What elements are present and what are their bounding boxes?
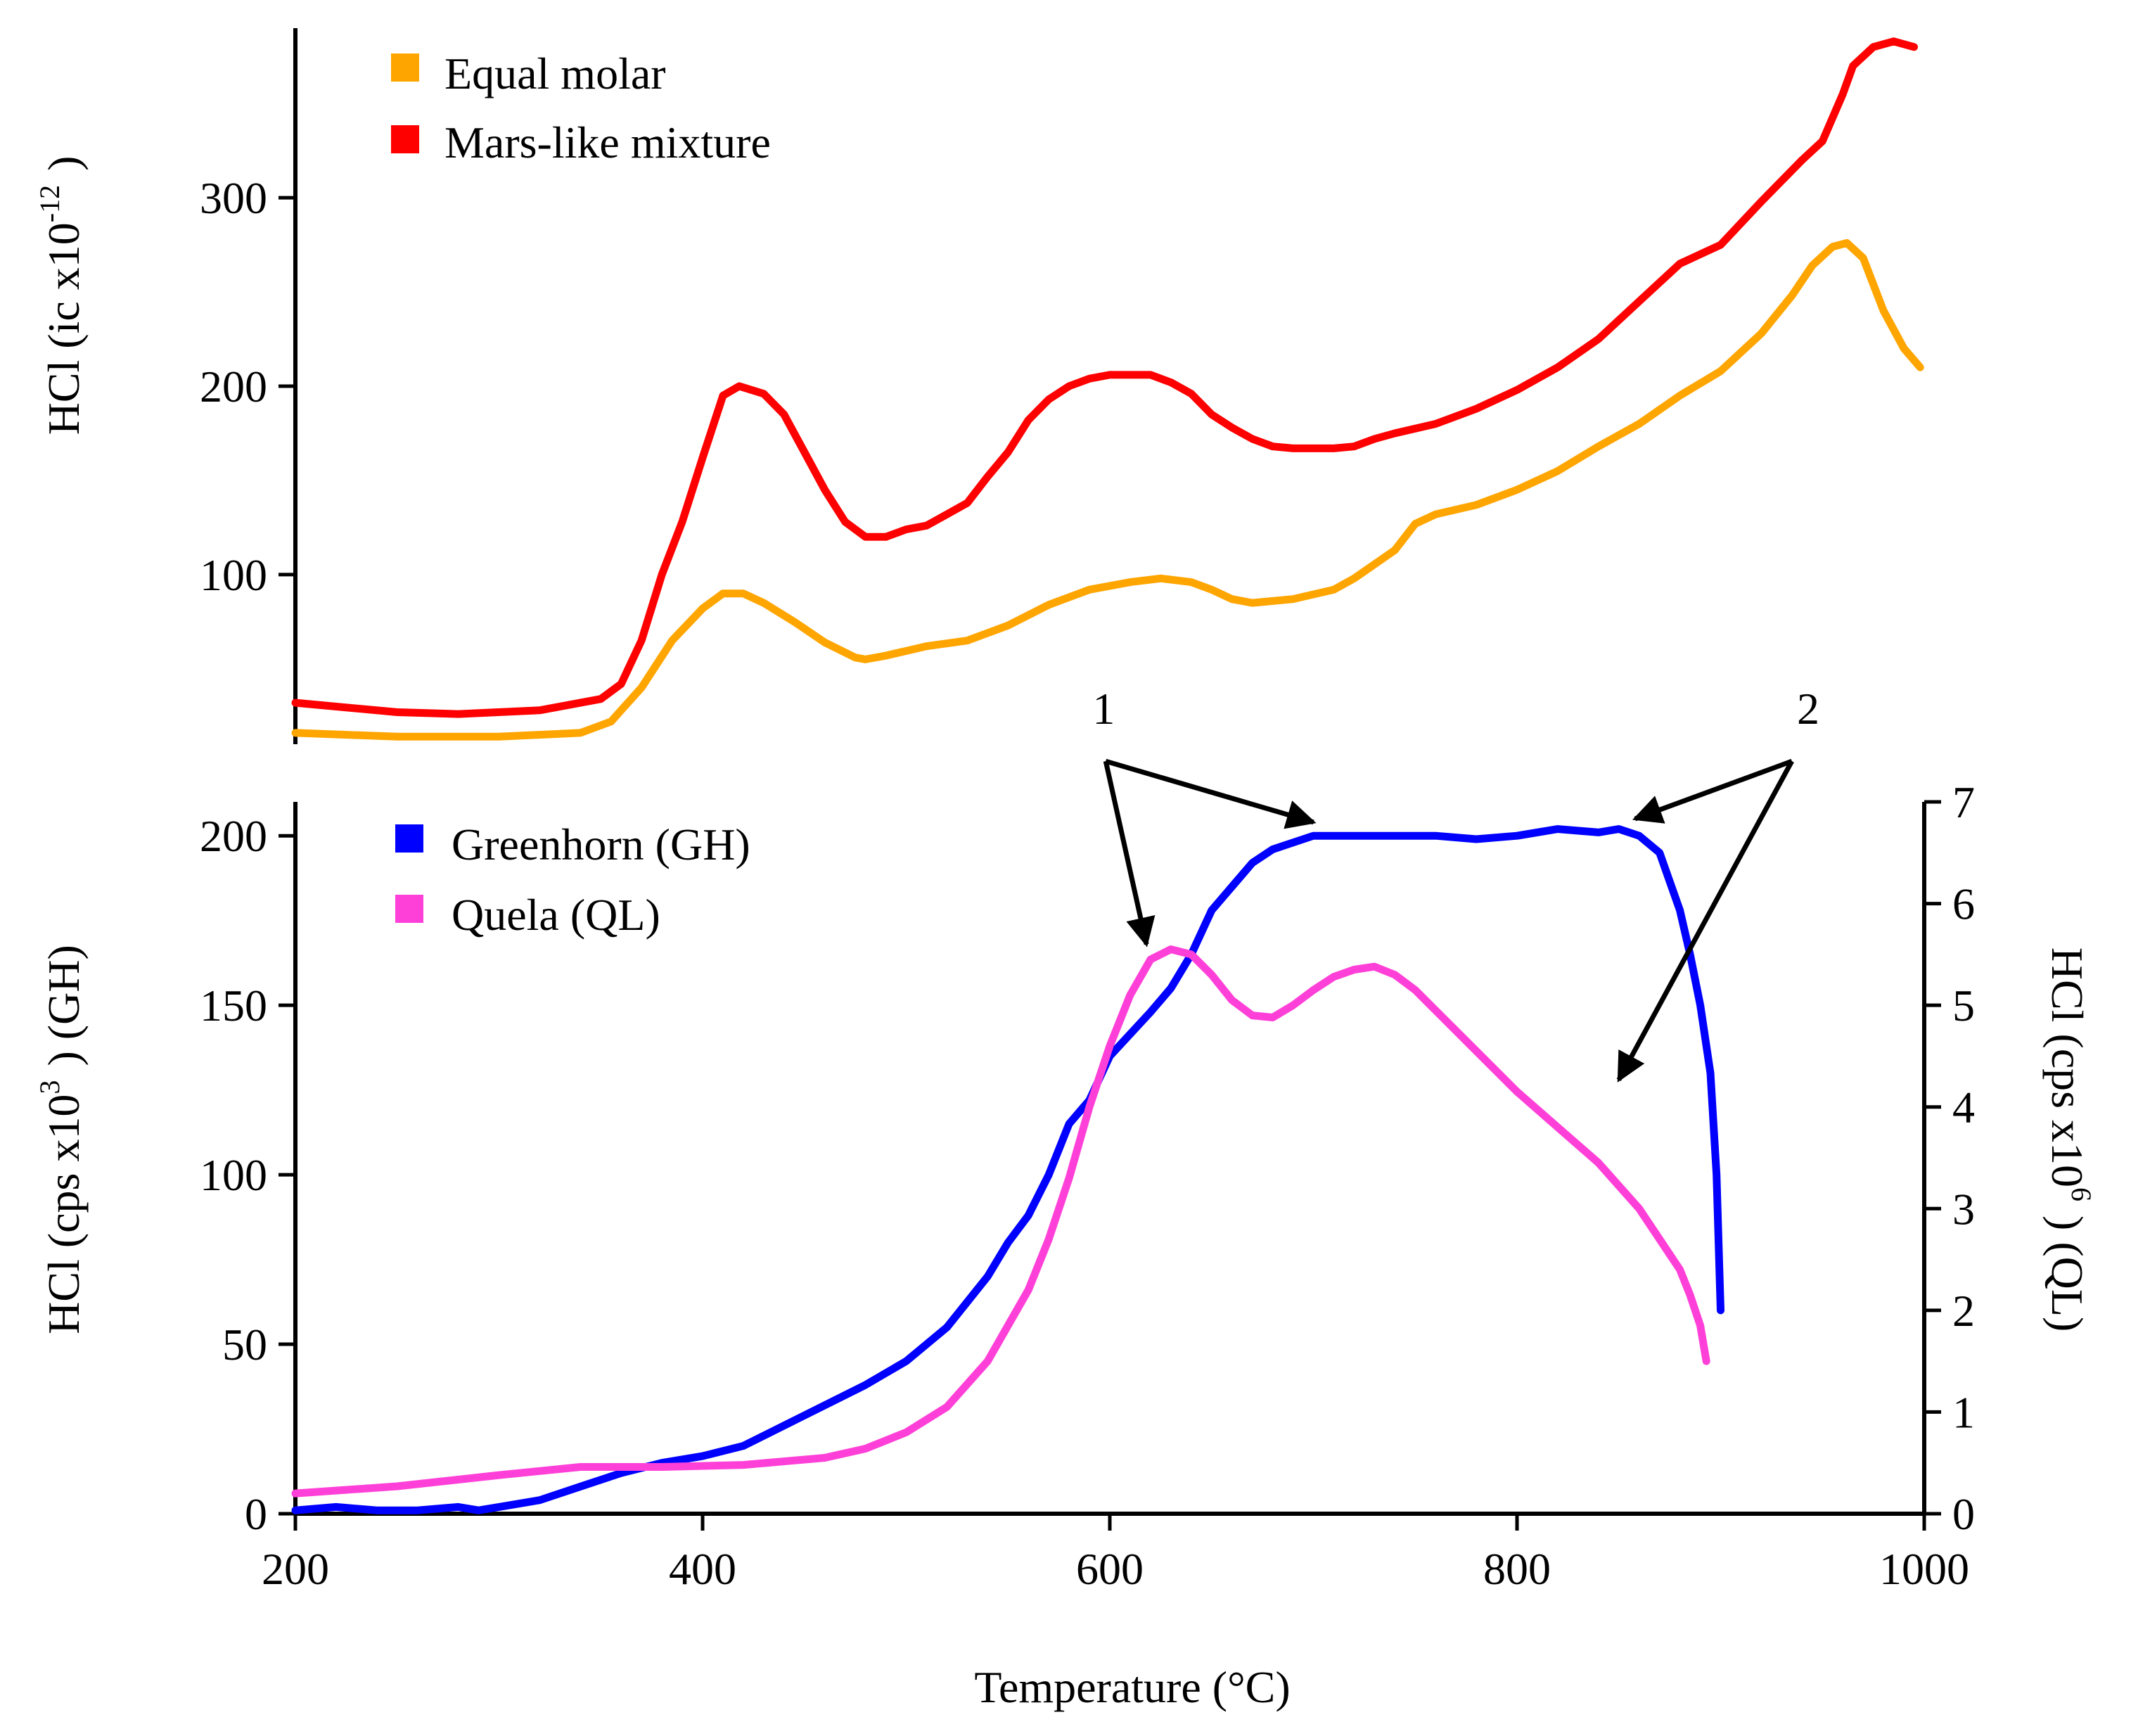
bottom-y-left-tick-label: 150 [200, 981, 267, 1030]
bottom-y-right-tick-label: 6 [1952, 879, 1975, 929]
top-y-axis-label-main: HCl (ic x10 [39, 222, 89, 435]
top-y-axis-label: HCl (ic x10-12) [34, 156, 89, 435]
bottom-y-right-label-close: ) (QL) [2042, 1215, 2092, 1332]
annotation-label-1: 1 [1092, 684, 1115, 734]
bottom-y-ticks-left: 0 50 100 150 200 [200, 811, 295, 1539]
top-y-ticks: 100 200 300 [200, 173, 295, 600]
annotation-arrow-1 [1105, 758, 1317, 829]
bottom-y-left-tick-label: 100 [200, 1150, 267, 1200]
bottom-y-axis-left-label: HCl (cps x103 ) (GH) [34, 945, 89, 1334]
x-tick-label: 600 [1076, 1544, 1144, 1594]
bottom-y-right-label-main: HCl (cps x10 [2042, 947, 2092, 1187]
annotation-arrow-2 [1616, 760, 1794, 1083]
legend-swatch-greenhorn [395, 824, 423, 853]
legend-swatch-quela [395, 895, 423, 923]
top-y-axis-label-exp: -12 [34, 185, 65, 222]
bottom-y-axis-right-label: HCl (cps x106 ) (QL) [2042, 947, 2097, 1332]
bottom-y-right-label-exp: 6 [2066, 1187, 2097, 1201]
series-line-quela-ql [291, 945, 1710, 1498]
annotation-arrow-2 [1632, 758, 1793, 824]
top-y-tick-label: 200 [200, 362, 267, 411]
top-y-axis-label-close: ) [39, 156, 89, 171]
bottom-y-right-tick-label: 4 [1952, 1083, 1975, 1132]
bottom-series [291, 825, 1724, 1514]
bottom-y-left-tick-label: 200 [200, 811, 267, 861]
bottom-y-right-tick-label: 0 [1952, 1489, 1975, 1539]
legend-label-greenhorn: Greenhorn (GH) [452, 819, 750, 869]
top-y-tick-label: 300 [200, 173, 267, 223]
top-y-tick-label: 100 [200, 550, 267, 600]
bottom-y-right-tick-label: 3 [1952, 1184, 1975, 1234]
series-line-mars-like-mixture [291, 37, 1918, 718]
x-tick-label: 200 [262, 1544, 329, 1594]
bottom-legend: Greenhorn (GH) Quela (QL) [395, 819, 750, 940]
top-series [291, 37, 1924, 741]
legend-swatch-mars-like-mixture [391, 125, 419, 153]
bottom-y-right-tick-label: 2 [1952, 1286, 1975, 1336]
bottom-x-ticks: 200 400 600 800 1000 [262, 1514, 1969, 1594]
annotation-label-2: 2 [1797, 684, 1819, 734]
series-line-greenhorn-gh [291, 825, 1724, 1514]
bottom-y-left-label-exp: 3 [34, 1080, 65, 1094]
legend-swatch-equal-molar [391, 53, 419, 82]
bottom-y-left-tick-label: 50 [222, 1320, 267, 1370]
x-axis-label: Temperature (°C) [974, 1662, 1290, 1712]
top-panel: 100 200 300 HCl (ic x10-12) Equal molar Ma… [34, 28, 1924, 744]
top-legend: Equal molar Mars-like mixture [391, 49, 771, 167]
x-tick-label: 1000 [1879, 1544, 1969, 1594]
bottom-y-right-tick-label: 7 [1952, 777, 1975, 827]
bottom-y-ticks-right: 0 1 2 3 4 5 6 7 [1924, 777, 1975, 1539]
bottom-y-right-tick-label: 5 [1952, 981, 1975, 1030]
bottom-y-left-label-main: HCl (cps x10 [39, 1094, 89, 1334]
bottom-y-left-label-close: ) (GH) [39, 945, 89, 1066]
bottom-y-right-tick-label: 1 [1952, 1387, 1975, 1437]
bottom-y-left-tick-label: 0 [245, 1489, 267, 1539]
series-line-equal-molar [291, 238, 1924, 741]
legend-label-mars-like-mixture: Mars-like mixture [444, 117, 771, 167]
annotation-arrow-1 [1103, 760, 1156, 947]
legend-label-equal-molar: Equal molar [444, 49, 666, 98]
legend-label-quela: Quela (QL) [452, 890, 660, 940]
x-tick-label: 400 [669, 1544, 736, 1594]
x-tick-label: 800 [1483, 1544, 1551, 1594]
